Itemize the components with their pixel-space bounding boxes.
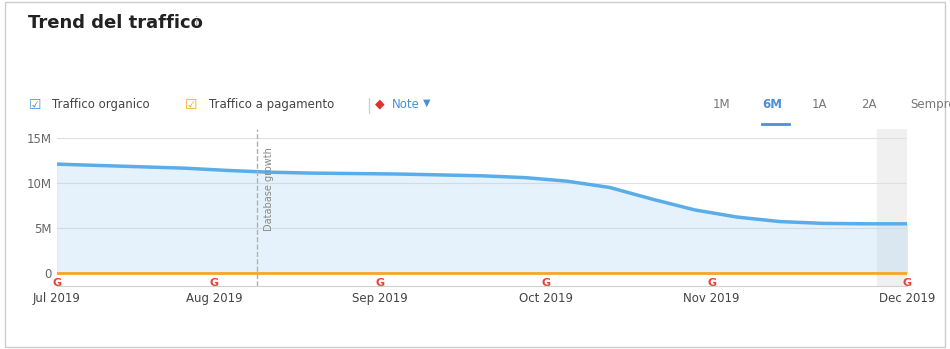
Text: G: G xyxy=(902,279,912,289)
Text: G: G xyxy=(375,279,385,289)
Text: 1M: 1M xyxy=(712,98,731,111)
Text: Note: Note xyxy=(392,98,420,111)
Text: ☑: ☑ xyxy=(28,98,41,112)
Text: 6M: 6M xyxy=(762,98,782,111)
Text: G: G xyxy=(52,279,62,289)
Text: Traffico organico: Traffico organico xyxy=(52,98,150,111)
Text: i: i xyxy=(195,16,199,29)
Text: Database growth: Database growth xyxy=(263,147,274,231)
Text: ▼: ▼ xyxy=(423,98,430,108)
Text: Traffico a pagamento: Traffico a pagamento xyxy=(209,98,334,111)
Text: 2A: 2A xyxy=(861,98,876,111)
Text: |: | xyxy=(366,98,370,114)
Text: Sempre: Sempre xyxy=(910,98,950,111)
Text: 1A: 1A xyxy=(811,98,826,111)
Bar xyxy=(878,129,907,286)
Text: G: G xyxy=(707,279,716,289)
Text: G: G xyxy=(542,279,550,289)
Text: ☑: ☑ xyxy=(185,98,198,112)
Text: Trend del traffico: Trend del traffico xyxy=(28,14,203,32)
Text: ◆: ◆ xyxy=(375,98,385,111)
Text: G: G xyxy=(210,279,218,289)
